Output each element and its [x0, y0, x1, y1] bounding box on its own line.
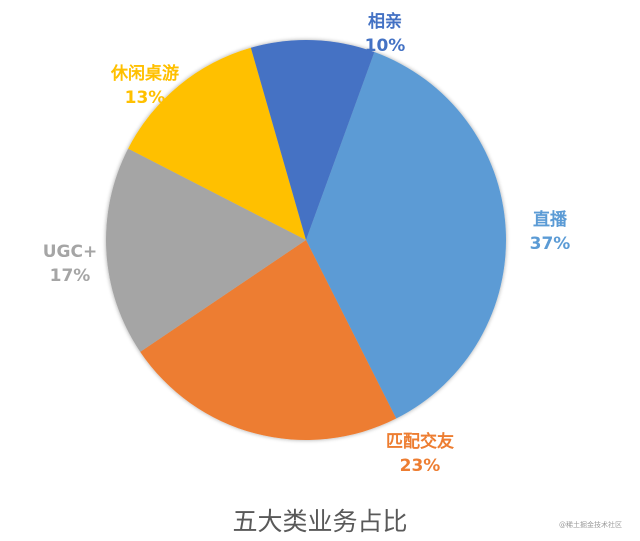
pie-slice-4: [250, 40, 375, 240]
label-ugc-pct: 17%: [49, 266, 91, 286]
pie-slice-1: [140, 240, 397, 441]
pie-slice-0: [306, 52, 507, 419]
label-live: 直播 37%: [510, 208, 590, 256]
watermark: @稀土掘金技术社区: [559, 521, 622, 529]
label-ugc: UGC+ 17%: [30, 240, 110, 288]
pie-slice-3: [128, 47, 306, 240]
label-ugc-name: UGC+: [42, 242, 98, 262]
label-date-pct: 10%: [364, 36, 406, 56]
label-match-name: 匹配交友: [386, 432, 454, 452]
label-live-pct: 37%: [529, 234, 571, 254]
label-date: 相亲 10%: [345, 10, 425, 58]
label-date-name: 相亲: [368, 12, 402, 32]
label-game-pct: 13%: [124, 88, 166, 108]
chart-title: 五大类业务占比: [232, 507, 408, 536]
label-game: 休闲桌游 13%: [85, 62, 205, 110]
label-match-pct: 23%: [399, 456, 441, 476]
label-live-name: 直播: [533, 210, 567, 230]
label-game-name: 休闲桌游: [111, 64, 179, 84]
label-match: 匹配交友 23%: [360, 430, 480, 478]
pie-slice-2: [106, 148, 306, 352]
